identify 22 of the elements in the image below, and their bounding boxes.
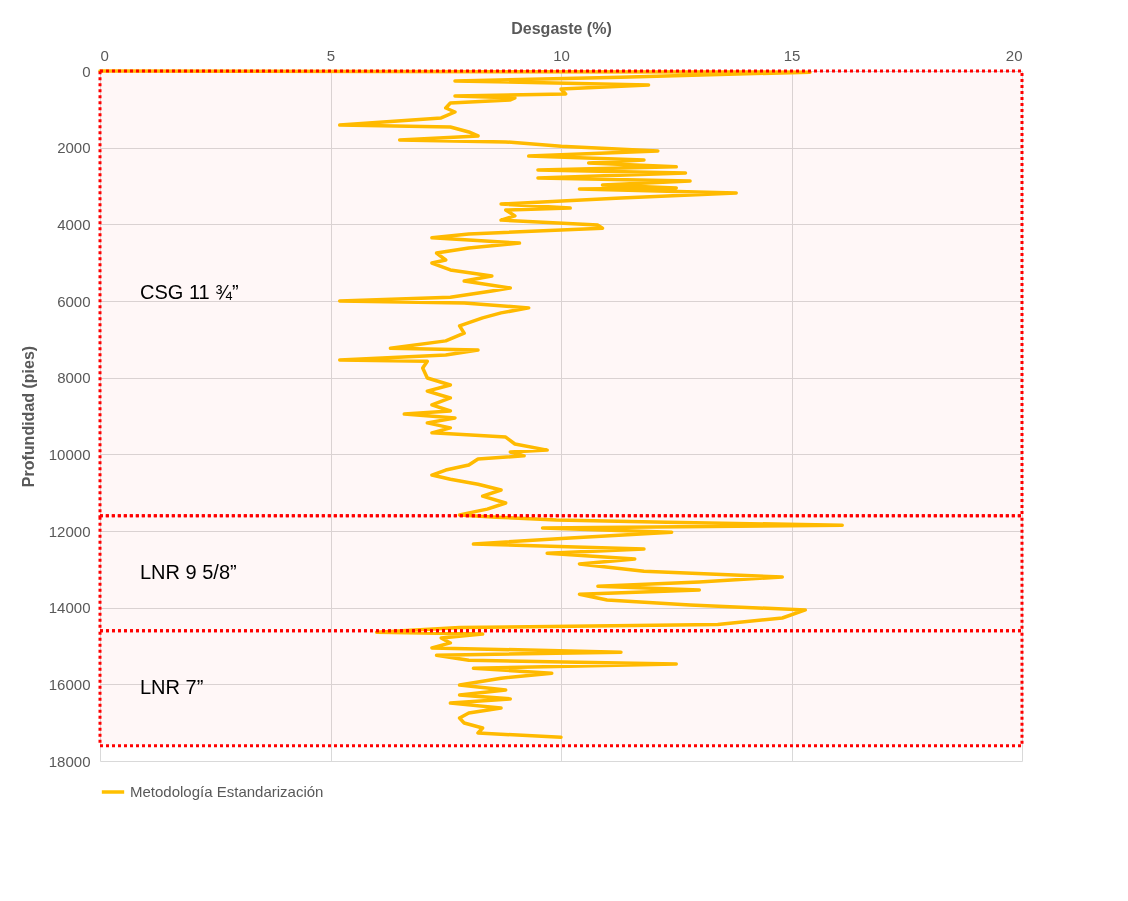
y-tick-label: 18000 <box>48 752 91 770</box>
y-tick-label: 10000 <box>48 445 91 463</box>
y-tick-label: 2000 <box>57 139 91 157</box>
y-tick-label: 16000 <box>48 675 91 693</box>
legend-label: Metodología Estandarización <box>130 783 324 800</box>
y-tick-label: 4000 <box>57 215 91 233</box>
x-tick-label: 5 <box>326 46 336 64</box>
y-tick-label: 12000 <box>48 522 91 540</box>
band-label: LNR 7” <box>140 676 204 699</box>
y-tick-label: 6000 <box>57 292 91 310</box>
y-tick-label: 14000 <box>48 599 91 617</box>
line-series <box>98 69 844 739</box>
x-axis-title: Desgaste (%) <box>511 19 612 37</box>
band-label: CSG 11 ¾” <box>140 281 239 304</box>
x-tick-label: 20 <box>1005 46 1023 64</box>
y-tick-label: 0 <box>82 62 91 80</box>
x-tick-label: 0 <box>100 46 109 64</box>
y-axis-title: Profundidad (pies) <box>19 345 37 488</box>
y-tick-label: 8000 <box>57 369 91 387</box>
x-tick-label: 15 <box>783 46 801 64</box>
x-tick-label: 10 <box>553 46 570 64</box>
band-label: LNR 9 5/8” <box>140 561 237 584</box>
